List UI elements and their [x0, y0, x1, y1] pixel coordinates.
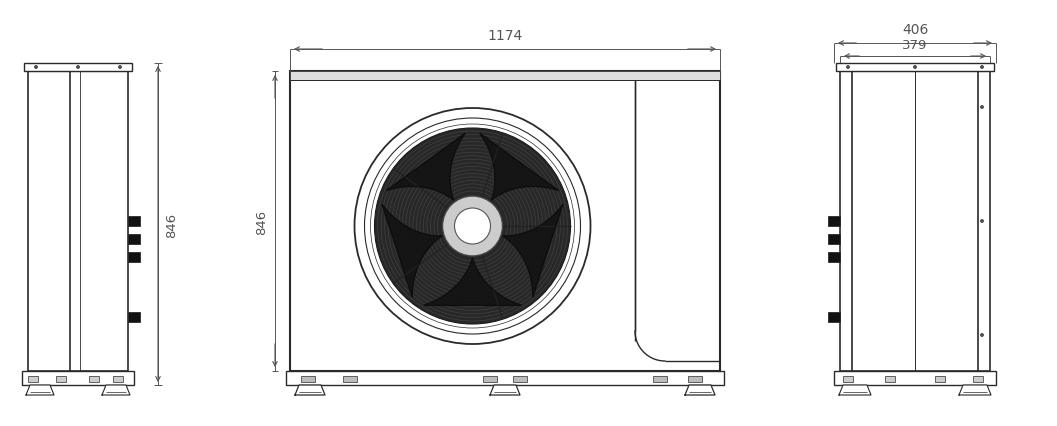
Bar: [27, 72, 128, 371]
Bar: [128, 216, 140, 227]
Bar: [27, 376, 38, 382]
Text: 1174: 1174: [487, 29, 522, 43]
Bar: [688, 376, 702, 382]
Bar: [22, 371, 134, 385]
Polygon shape: [26, 385, 54, 395]
Bar: [828, 312, 840, 322]
Polygon shape: [959, 385, 991, 395]
Text: 846: 846: [165, 212, 178, 237]
Polygon shape: [424, 259, 521, 305]
Polygon shape: [839, 385, 871, 395]
Bar: [56, 376, 66, 382]
Polygon shape: [101, 385, 130, 395]
Bar: [840, 72, 990, 371]
Bar: [973, 376, 983, 382]
Polygon shape: [480, 134, 558, 201]
Circle shape: [374, 129, 571, 324]
Circle shape: [371, 125, 575, 328]
Bar: [113, 376, 123, 382]
Bar: [836, 64, 994, 72]
Circle shape: [35, 66, 37, 69]
Bar: [128, 234, 140, 245]
Text: 846: 846: [255, 209, 268, 234]
Bar: [344, 376, 357, 382]
Circle shape: [118, 66, 122, 69]
Bar: [290, 72, 720, 81]
Bar: [828, 253, 840, 262]
Bar: [301, 376, 315, 382]
Bar: [89, 376, 99, 382]
Bar: [885, 376, 895, 382]
Circle shape: [365, 119, 580, 334]
Bar: [290, 72, 720, 371]
Polygon shape: [685, 385, 715, 395]
Bar: [483, 376, 497, 382]
Circle shape: [913, 66, 916, 69]
Polygon shape: [490, 385, 520, 395]
Circle shape: [981, 334, 983, 337]
Polygon shape: [503, 205, 563, 297]
Polygon shape: [387, 134, 465, 201]
Bar: [24, 64, 132, 72]
Bar: [128, 253, 140, 262]
Circle shape: [981, 106, 983, 109]
Circle shape: [455, 208, 490, 245]
Bar: [828, 216, 840, 227]
Text: 406: 406: [902, 23, 928, 37]
Polygon shape: [382, 205, 442, 297]
Bar: [828, 234, 840, 245]
Circle shape: [981, 220, 983, 223]
Text: 379: 379: [903, 39, 928, 52]
Bar: [935, 376, 945, 382]
Bar: [286, 371, 724, 385]
Polygon shape: [295, 385, 324, 395]
Bar: [513, 376, 527, 382]
Bar: [653, 376, 667, 382]
Circle shape: [981, 66, 983, 69]
Bar: [128, 312, 140, 322]
Circle shape: [76, 66, 79, 69]
Circle shape: [443, 196, 502, 256]
Circle shape: [847, 66, 850, 69]
Circle shape: [354, 109, 591, 344]
Bar: [834, 371, 996, 385]
Bar: [843, 376, 853, 382]
